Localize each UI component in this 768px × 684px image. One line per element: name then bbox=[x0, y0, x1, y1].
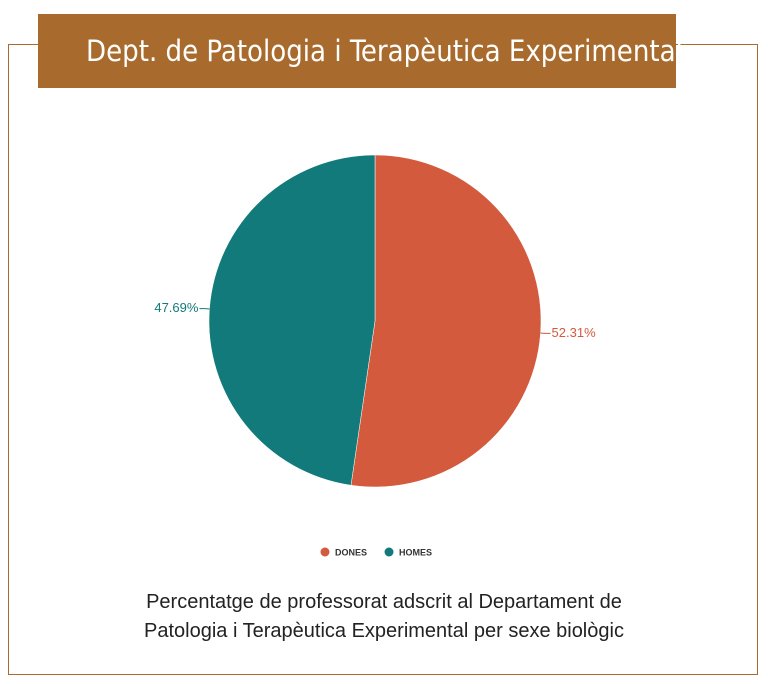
header-title: Dept. de Patologia i Terapèutica Experim… bbox=[38, 14, 683, 88]
pie-slice bbox=[350, 154, 542, 488]
legend-label: DONES bbox=[335, 547, 367, 557]
data-label: 52.31% bbox=[552, 325, 597, 340]
pie-slice bbox=[208, 154, 376, 486]
legend-marker bbox=[384, 547, 394, 557]
legend-label: HOMES bbox=[399, 547, 432, 557]
legend-marker bbox=[320, 547, 330, 557]
data-label: 47.69% bbox=[154, 300, 199, 315]
caption: Percentatge de professorat adscrit al De… bbox=[144, 591, 624, 642]
